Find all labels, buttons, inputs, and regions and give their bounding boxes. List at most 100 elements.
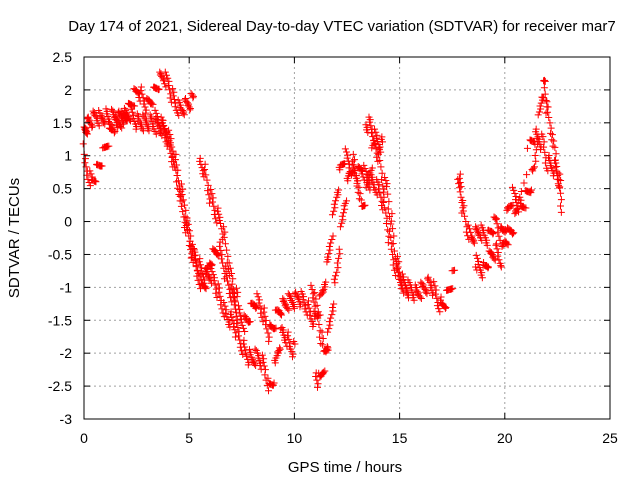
data-point <box>281 299 289 307</box>
data-point <box>216 213 224 221</box>
data-point <box>183 216 191 224</box>
data-point <box>243 314 251 322</box>
data-point <box>202 171 210 179</box>
data-point <box>349 150 357 158</box>
data-point <box>88 173 96 181</box>
data-point <box>99 116 107 124</box>
data-point <box>190 252 198 260</box>
data-point <box>295 294 303 302</box>
data-point <box>161 134 169 142</box>
data-point <box>549 142 557 150</box>
data-point <box>489 230 497 238</box>
data-point <box>198 264 206 272</box>
data-point <box>152 109 160 117</box>
data-point <box>121 112 129 120</box>
y-axis-label: SDTVAR / TECUs <box>6 178 23 298</box>
data-point <box>332 272 340 280</box>
data-point <box>169 92 177 100</box>
data-point <box>83 130 91 138</box>
data-point <box>235 302 243 310</box>
data-point <box>156 128 164 136</box>
data-point <box>351 166 359 174</box>
data-point <box>184 227 192 235</box>
data-point <box>149 100 157 108</box>
data-point <box>330 200 338 208</box>
data-point <box>403 285 411 293</box>
data-point <box>88 122 96 130</box>
data-point <box>531 163 539 171</box>
data-point <box>234 288 242 296</box>
data-point <box>493 245 501 253</box>
data-point <box>437 293 445 301</box>
data-point <box>306 311 314 319</box>
data-point <box>186 106 194 114</box>
data-point <box>510 186 518 194</box>
data-point <box>212 215 220 223</box>
data-point <box>192 255 200 263</box>
data-point <box>79 140 87 148</box>
data-point <box>341 205 349 213</box>
data-point <box>424 273 432 281</box>
data-point <box>257 309 265 317</box>
data-point <box>229 285 237 293</box>
data-point <box>366 118 374 126</box>
data-point <box>497 263 505 271</box>
data-point <box>173 178 181 186</box>
data-point <box>529 164 537 172</box>
data-point <box>216 242 224 250</box>
data-point <box>369 133 377 141</box>
data-point <box>322 278 330 286</box>
data-point <box>189 92 197 100</box>
data-point <box>494 228 502 236</box>
data-point <box>161 80 169 88</box>
data-point <box>387 234 395 242</box>
data-point <box>359 173 367 181</box>
data-point <box>212 289 220 297</box>
data-point <box>193 272 201 280</box>
data-point <box>254 293 262 301</box>
data-point <box>394 263 402 271</box>
data-point <box>379 198 387 206</box>
data-point <box>417 295 425 303</box>
data-point <box>311 289 319 297</box>
data-point <box>488 250 496 258</box>
data-point <box>310 298 318 306</box>
data-point <box>492 240 500 248</box>
data-point <box>252 304 260 312</box>
data-point <box>173 171 181 179</box>
data-point <box>400 279 408 287</box>
data-point <box>384 190 392 198</box>
data-point <box>264 329 272 337</box>
data-point <box>552 150 560 158</box>
data-point <box>84 175 92 183</box>
data-point <box>469 235 477 243</box>
data-point <box>152 130 160 138</box>
y-tick-label: 1.5 <box>53 115 73 131</box>
data-point <box>504 241 512 249</box>
data-point <box>288 353 296 361</box>
data-point <box>233 319 241 327</box>
x-tick-label: 25 <box>602 430 618 446</box>
data-point <box>235 309 243 317</box>
data-point <box>169 85 177 93</box>
y-tick-label: -2 <box>60 345 73 361</box>
data-point <box>182 221 190 229</box>
data-point <box>196 157 204 165</box>
data-point <box>216 292 224 300</box>
data-point <box>185 100 193 108</box>
data-point <box>432 286 440 294</box>
data-point <box>84 115 92 123</box>
data-point <box>112 113 120 121</box>
data-point <box>475 257 483 265</box>
data-point <box>98 113 106 121</box>
data-point <box>319 334 327 342</box>
data-point <box>327 314 335 322</box>
data-point <box>421 285 429 293</box>
data-point <box>339 209 347 217</box>
data-point <box>540 143 548 151</box>
data-point <box>510 229 518 237</box>
data-point <box>333 259 341 267</box>
data-point <box>552 167 560 175</box>
data-point <box>384 239 392 247</box>
data-point <box>286 339 294 347</box>
